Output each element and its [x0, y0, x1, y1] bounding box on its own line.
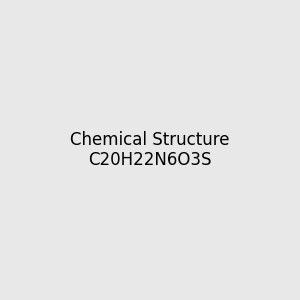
Text: Chemical Structure
C20H22N6O3S: Chemical Structure C20H22N6O3S: [70, 130, 230, 170]
